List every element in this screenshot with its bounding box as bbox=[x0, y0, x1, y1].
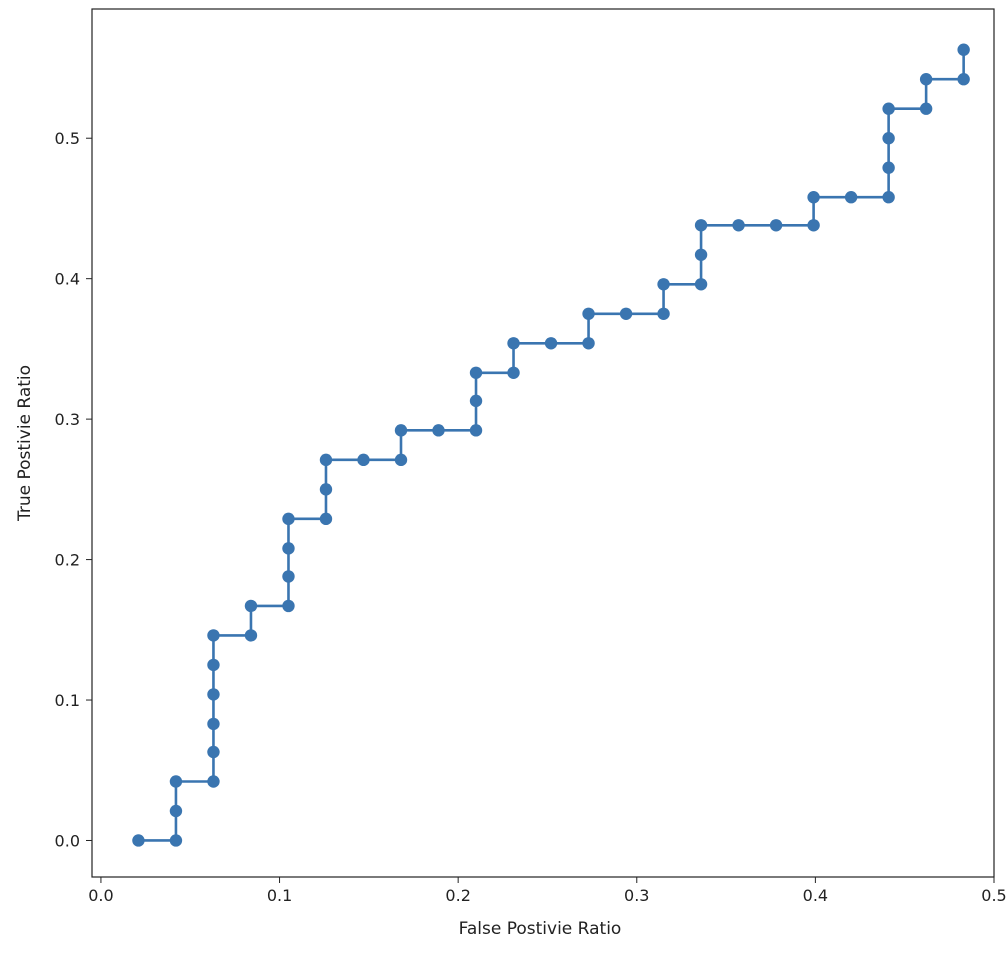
data-point bbox=[207, 658, 220, 672]
data-point bbox=[957, 73, 970, 86]
data-point bbox=[169, 775, 183, 788]
data-point bbox=[469, 394, 483, 408]
data-point bbox=[319, 453, 333, 467]
data-point bbox=[657, 307, 670, 320]
data-point bbox=[282, 599, 295, 613]
data-point bbox=[282, 542, 295, 555]
data-point bbox=[582, 307, 595, 320]
data-point bbox=[619, 307, 633, 320]
data-point bbox=[694, 248, 708, 261]
data-point bbox=[694, 219, 708, 232]
data-point bbox=[507, 337, 520, 350]
x-tick-label: 0.0 bbox=[88, 886, 113, 905]
data-point bbox=[207, 688, 220, 701]
data-point bbox=[882, 102, 895, 115]
data-point bbox=[882, 132, 895, 145]
data-point bbox=[207, 717, 220, 731]
plot-area-frame bbox=[91, 8, 995, 878]
x-tick-label: 0.4 bbox=[803, 886, 828, 905]
x-tick-label: 0.5 bbox=[981, 886, 1006, 905]
data-point bbox=[957, 43, 970, 56]
y-tick-label: 0.5 bbox=[55, 129, 80, 148]
x-tick-label: 0.3 bbox=[624, 886, 649, 905]
x-axis: 0.0 0.1 0.2 0.3 0.4 0.5 bbox=[88, 877, 1007, 905]
data-point bbox=[507, 366, 520, 379]
data-point bbox=[882, 161, 895, 174]
data-point bbox=[207, 775, 220, 788]
y-tick-label: 0.1 bbox=[55, 691, 80, 710]
data-point bbox=[844, 191, 858, 204]
data-point bbox=[207, 745, 220, 759]
data-point bbox=[394, 424, 408, 437]
data-point bbox=[244, 599, 258, 613]
x-tick-label: 0.1 bbox=[267, 886, 292, 905]
data-point bbox=[132, 834, 145, 847]
x-tick-label: 0.2 bbox=[445, 886, 470, 905]
data-point bbox=[919, 102, 933, 115]
y-axis: 0.0 0.1 0.2 0.3 0.4 0.5 bbox=[55, 129, 92, 850]
data-point bbox=[732, 219, 745, 232]
data-point bbox=[882, 191, 895, 204]
data-point bbox=[469, 424, 483, 437]
series-layer bbox=[132, 43, 970, 847]
data-point bbox=[807, 219, 820, 232]
data-point bbox=[207, 629, 220, 642]
data-point bbox=[319, 483, 333, 496]
data-point bbox=[169, 804, 183, 818]
data-point bbox=[582, 337, 595, 350]
data-point bbox=[469, 366, 483, 379]
y-tick-label: 0.0 bbox=[55, 831, 80, 850]
data-point bbox=[432, 424, 445, 437]
data-point bbox=[244, 629, 258, 642]
data-point bbox=[544, 337, 558, 350]
data-point bbox=[769, 219, 783, 232]
data-point bbox=[394, 453, 408, 467]
data-point bbox=[319, 512, 333, 526]
x-axis-label: False Postivie Ratio bbox=[459, 919, 622, 939]
data-point bbox=[694, 278, 708, 291]
y-axis-label: True Postivie Ratio bbox=[15, 365, 35, 522]
data-point bbox=[282, 512, 295, 526]
data-point bbox=[357, 453, 370, 467]
series-line bbox=[138, 49, 965, 842]
y-tick-label: 0.2 bbox=[55, 551, 80, 570]
y-tick-label: 0.3 bbox=[55, 410, 80, 429]
data-point bbox=[282, 570, 295, 583]
data-point bbox=[807, 191, 820, 204]
data-point bbox=[919, 73, 933, 86]
y-tick-label: 0.4 bbox=[55, 270, 80, 289]
data-point bbox=[657, 278, 670, 291]
data-point bbox=[169, 834, 183, 847]
